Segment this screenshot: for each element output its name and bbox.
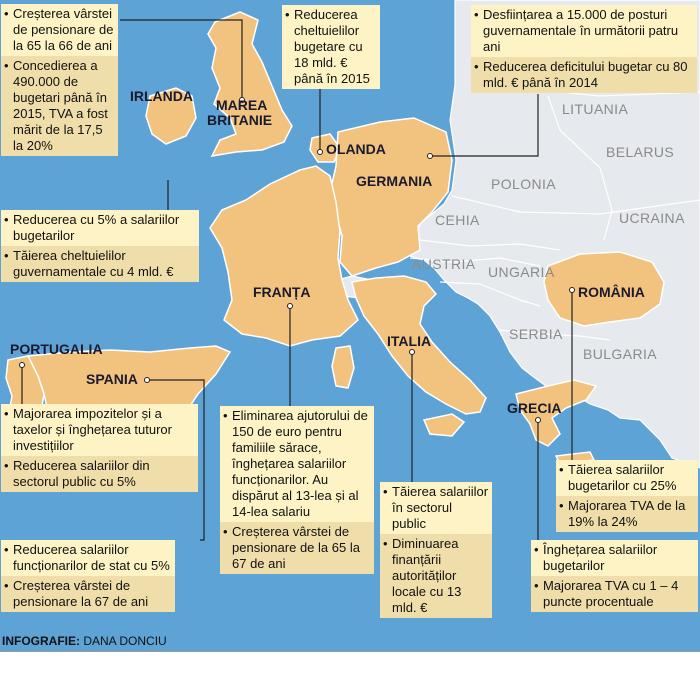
- box-item: Majorarea TVA cu 1 – 4 puncte procentual…: [531, 576, 698, 612]
- info-box-germania: Desființarea a 15.000 de posturi guverna…: [471, 5, 697, 93]
- grey-borders: [409, 87, 700, 341]
- label-ucraina: UCRAINA: [619, 210, 685, 226]
- info-box-italia: Tăierea salariilor în sectorul public Di…: [380, 482, 492, 618]
- box-item: Concedierea a 490.000 de bugetari până î…: [1, 56, 118, 156]
- label-ungaria: UNGARIA: [488, 264, 555, 280]
- label-portugalia: PORTUGALIA: [10, 341, 103, 357]
- leader-lines: [21, 19, 573, 541]
- label-austria: AUSTRIA: [412, 256, 476, 272]
- label-olanda: OLANDA: [326, 141, 386, 157]
- label-irlanda: IRLANDA: [130, 88, 193, 104]
- box-item: Reducerea salariilor din sectorul public…: [1, 456, 198, 492]
- info-box-romania: Tăierea salariilor bugetarilor cu 25% Ma…: [556, 460, 698, 532]
- label-cehia: CEHIA: [435, 212, 480, 228]
- box-item: Creșterea vârstei de pensionare la 67 de…: [1, 576, 175, 612]
- country-romania: [543, 251, 665, 327]
- label-grecia: GRECIA: [507, 400, 562, 416]
- info-box-olanda: Reducerea cheltuielilor bugetare cu 18 m…: [282, 5, 380, 89]
- country-sicily: [422, 413, 466, 437]
- box-item: Reducerea salariilor funcționarilor de s…: [1, 540, 175, 576]
- box-item: Majorarea TVA de la 19% la 24%: [556, 496, 698, 532]
- info-box-spania: Reducerea salariilor funcționarilor de s…: [1, 540, 175, 612]
- box-item: Tăierea salariilor bugetarilor cu 25%: [556, 460, 698, 496]
- country-greece: [515, 379, 598, 447]
- box-item: Creșterea vârstei de pensionare de la 65…: [1, 4, 118, 56]
- country-france: [209, 165, 359, 347]
- box-item: Desființarea a 15.000 de posturi guverna…: [471, 5, 697, 57]
- label-lituania: LITUANIA: [562, 101, 629, 117]
- label-spania: SPANIA: [86, 371, 138, 387]
- country-netherlands: [309, 133, 341, 163]
- box-item: Tăierea cheltuielilor guvernamentale cu …: [1, 246, 199, 282]
- box-item: Înghețarea salariilor bugetarilor: [531, 540, 698, 576]
- credit-line: INFOGRAFIE: DANA DONCIU: [2, 634, 167, 648]
- country-italy: [351, 275, 487, 415]
- info-box-franta: Eliminarea ajutorului de 150 de euro pen…: [220, 406, 374, 574]
- country-sardinia: [331, 345, 355, 389]
- label-bulgaria: BULGARIA: [583, 346, 657, 362]
- box-item: Creșterea vârstei de pensionare de la 65…: [220, 522, 374, 574]
- country-uk: [207, 11, 293, 157]
- country-ireland: [145, 87, 197, 145]
- label-romania: ROMÂNIA: [578, 284, 645, 300]
- box-item: Reducerea cu 5% a salariilor bugetarilor: [1, 210, 199, 246]
- label-polonia: POLONIA: [491, 176, 557, 192]
- label-belarus: BELARUS: [606, 144, 675, 160]
- credit-author: DANA DONCIU: [83, 634, 167, 648]
- label-serbia: SERBIA: [509, 326, 563, 342]
- bottom-rule: [0, 651, 700, 652]
- info-box-irlanda: Reducerea cu 5% a salariilor bugetarilor…: [1, 210, 199, 282]
- label-franta: FRANȚA: [253, 284, 311, 300]
- country-other-east: [409, 0, 700, 469]
- info-box-portugalia: Majorarea impozitelor și a taxelor și în…: [1, 404, 198, 492]
- label-italia: ITALIA: [387, 333, 432, 349]
- box-item: Tăierea salariilor în sectorul public: [380, 482, 492, 534]
- leader-dots: [19, 97, 575, 423]
- info-box-marea-britanie: Creșterea vârstei de pensionare de la 65…: [1, 4, 118, 156]
- info-box-grecia: Înghețarea salariilor bugetarilor Majora…: [531, 540, 698, 612]
- box-item: Reducerea deficitului bugetar cu 80 mld.…: [471, 57, 697, 93]
- box-item: Reducerea cheltuielilor bugetare cu 18 m…: [282, 5, 380, 89]
- box-item: Diminuarea finanțării autorităților loca…: [380, 534, 492, 618]
- label-marea: MAREA: [216, 97, 268, 113]
- label-germania: GERMANIA: [356, 173, 433, 189]
- box-item: Eliminarea ajutorului de 150 de euro pen…: [220, 406, 374, 522]
- credit-label: INFOGRAFIE:: [2, 634, 80, 648]
- box-item: Majorarea impozitelor și a taxelor și în…: [1, 404, 198, 456]
- label-britanie: BRITANIE: [207, 112, 273, 128]
